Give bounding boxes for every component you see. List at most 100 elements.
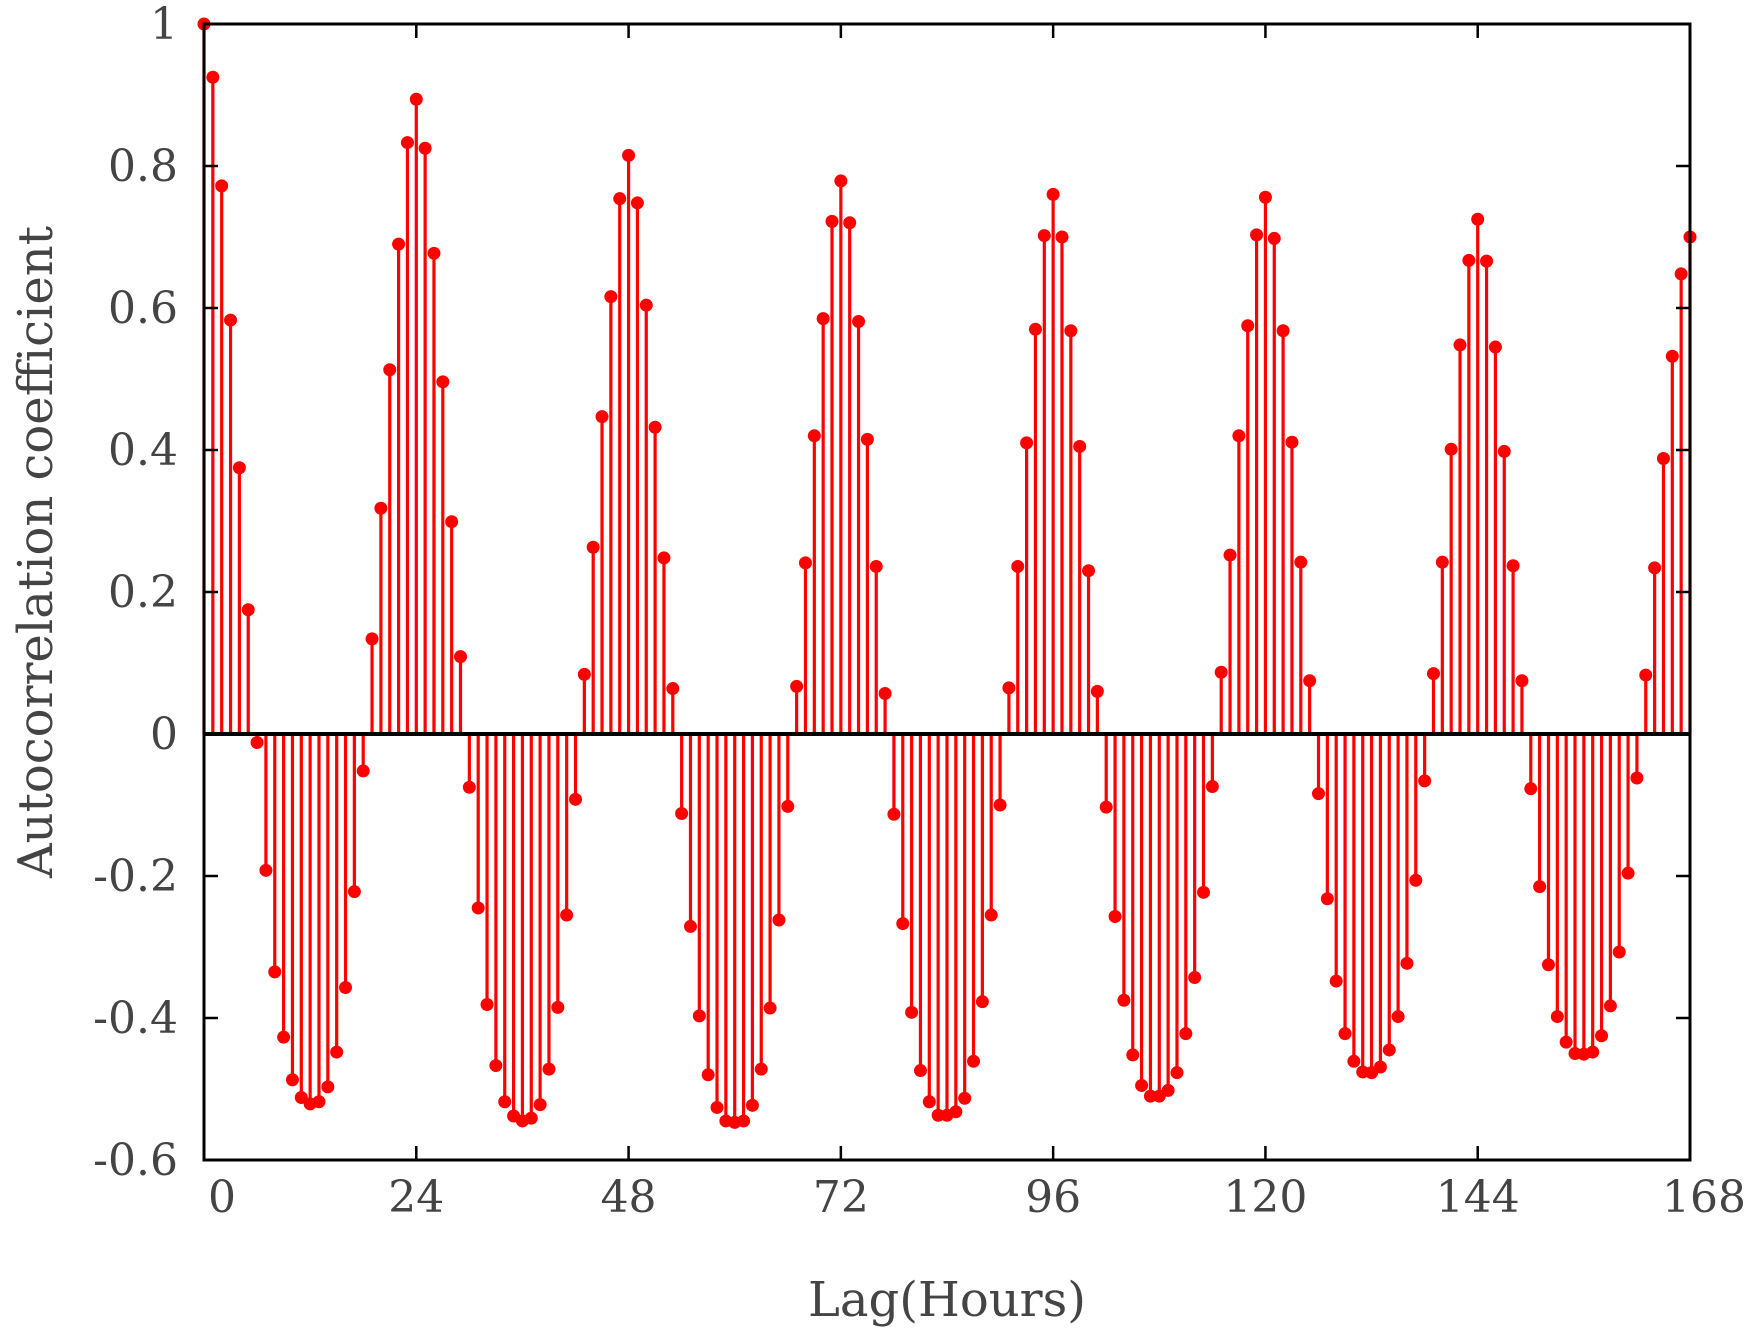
x-tick-label: 120 bbox=[1223, 1172, 1307, 1223]
stem-marker bbox=[569, 792, 582, 806]
stem-marker bbox=[560, 908, 574, 922]
stem-marker bbox=[241, 603, 255, 617]
stem-marker bbox=[374, 501, 388, 515]
stem-marker bbox=[843, 216, 857, 230]
stem-marker bbox=[1285, 435, 1299, 449]
x-tick-label: 0 bbox=[208, 1172, 236, 1223]
stem-marker bbox=[383, 363, 397, 377]
stem-marker bbox=[462, 780, 476, 794]
stem-marker bbox=[1665, 349, 1679, 363]
x-tick-label: 96 bbox=[1025, 1172, 1081, 1223]
y-tick-label: 0.6 bbox=[108, 283, 178, 334]
y-tick-label: 0.8 bbox=[108, 141, 178, 192]
stem-marker bbox=[1223, 548, 1237, 562]
stem-marker bbox=[1082, 564, 1096, 578]
stem-marker bbox=[1603, 999, 1617, 1013]
stem-marker bbox=[1276, 324, 1290, 338]
x-tick-label: 168 bbox=[1662, 1172, 1746, 1223]
stem-marker bbox=[1550, 1010, 1564, 1024]
stem-marker bbox=[330, 1045, 344, 1059]
stem-marker bbox=[745, 1098, 759, 1112]
stem-marker bbox=[763, 1001, 777, 1015]
stem-marker bbox=[604, 290, 618, 304]
stem-marker bbox=[834, 174, 848, 188]
stem-marker bbox=[1329, 974, 1343, 988]
stem-marker bbox=[701, 1068, 715, 1082]
stem-marker bbox=[1630, 771, 1644, 785]
stem-marker bbox=[1497, 444, 1511, 458]
stem-marker bbox=[277, 1030, 291, 1044]
x-tick-label: 48 bbox=[601, 1172, 657, 1223]
stem-marker bbox=[1400, 956, 1414, 970]
y-tick-label: -0.4 bbox=[93, 993, 178, 1044]
stem-marker bbox=[1064, 324, 1078, 338]
stem-marker bbox=[675, 807, 689, 821]
stem-marker bbox=[400, 136, 414, 150]
y-axis-ticks: -0.6 -0.4 -0.2 0 0.2 0.4 0.6 0.8 1 bbox=[93, 0, 1690, 1186]
x-tick-label: 144 bbox=[1436, 1172, 1520, 1223]
stem-marker bbox=[958, 1091, 972, 1105]
stem-marker bbox=[232, 461, 246, 475]
stem-marker bbox=[312, 1095, 326, 1109]
stem-marker bbox=[754, 1062, 768, 1076]
stem-marker bbox=[878, 687, 892, 701]
stem-marker bbox=[365, 632, 379, 646]
stem-marker bbox=[1170, 1066, 1184, 1080]
stem-marker bbox=[692, 1009, 706, 1023]
stem-marker bbox=[1418, 774, 1432, 788]
stem-marker bbox=[1232, 429, 1246, 443]
stem-marker bbox=[1541, 958, 1555, 972]
stem-marker bbox=[1250, 228, 1264, 242]
stem-marker bbox=[1524, 782, 1538, 796]
y-tick-label: 0.4 bbox=[108, 425, 178, 476]
stem-marker bbox=[1488, 340, 1502, 354]
stem-marker bbox=[418, 141, 432, 155]
stem-marker bbox=[781, 799, 795, 813]
stem-marker bbox=[1135, 1078, 1149, 1092]
stem-marker bbox=[1426, 667, 1440, 681]
stem-marker bbox=[1674, 267, 1688, 281]
stem-marker bbox=[1471, 212, 1485, 226]
stem-marker bbox=[445, 515, 459, 529]
stem-marker bbox=[1533, 880, 1547, 894]
stem-marker bbox=[1656, 452, 1670, 466]
stem-marker bbox=[1267, 231, 1281, 245]
stem-marker bbox=[1480, 254, 1494, 268]
stem-marker bbox=[816, 312, 830, 326]
stem-marker bbox=[922, 1095, 936, 1109]
stem-marker bbox=[1037, 229, 1051, 243]
x-tick-label: 24 bbox=[388, 1172, 444, 1223]
stem-marker bbox=[1258, 190, 1272, 204]
stem-marker bbox=[1320, 892, 1334, 906]
stem-marker bbox=[1197, 885, 1211, 899]
stem-marker bbox=[533, 1098, 547, 1112]
stem-marker bbox=[480, 998, 494, 1012]
stem-marker bbox=[1303, 674, 1317, 688]
stem-marker bbox=[1391, 1010, 1405, 1024]
stem-series bbox=[197, 17, 1697, 1129]
stem-marker bbox=[1373, 1060, 1387, 1074]
stem-marker bbox=[427, 246, 441, 260]
stem-marker bbox=[825, 214, 839, 228]
y-tick-label: -0.6 bbox=[93, 1135, 178, 1186]
stem-marker bbox=[1506, 559, 1520, 573]
stem-marker bbox=[321, 1080, 335, 1094]
stem-marker bbox=[666, 682, 680, 696]
y-tick-label: 1 bbox=[150, 0, 178, 50]
x-axis-ticks: 0 24 48 72 96 120 144 168 bbox=[202, 24, 1746, 1223]
stem-marker bbox=[586, 540, 600, 554]
stem-marker bbox=[913, 1064, 927, 1078]
stem-marker bbox=[356, 764, 370, 778]
stem-marker bbox=[1435, 555, 1449, 569]
stem-marker bbox=[1586, 1045, 1600, 1059]
stem-marker bbox=[1161, 1083, 1175, 1097]
stem-marker bbox=[630, 196, 644, 210]
stem-marker bbox=[1382, 1043, 1396, 1057]
stem-marker bbox=[339, 980, 353, 994]
stem-marker bbox=[683, 919, 697, 933]
stem-marker bbox=[887, 807, 901, 821]
stem-marker bbox=[1621, 866, 1635, 880]
stem-marker bbox=[1462, 253, 1476, 267]
